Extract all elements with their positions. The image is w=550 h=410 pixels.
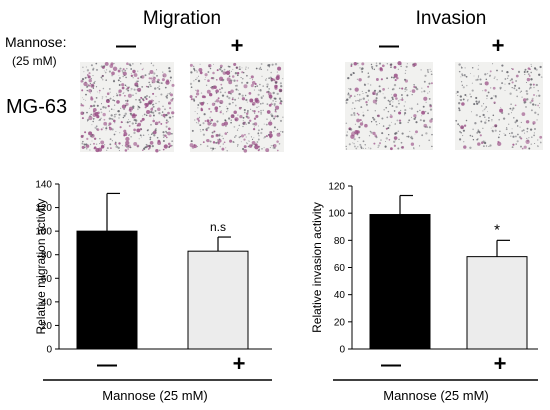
cell-line-label: MG-63	[6, 96, 67, 118]
invasion-bar-control	[369, 214, 431, 350]
migration-control-sign: —	[116, 35, 136, 57]
migration-x-category-label: —	[97, 354, 117, 376]
migration-y-tick-label: 60	[41, 274, 53, 285]
invasion-control-micrograph	[345, 61, 434, 151]
micrograph-panels	[80, 61, 543, 153]
treatment-label: Mannose:	[5, 34, 66, 50]
migration-y-tick-label: 80	[41, 250, 53, 261]
invasion-x-axis-label: Mannose (25 mM)	[383, 388, 488, 403]
migration-y-axis-label: Relative migration activity	[34, 198, 48, 334]
invasion-mannose-sign: +	[492, 33, 505, 58]
invasion-y-tick-label: 80	[334, 236, 346, 247]
migration-mannose-micrograph	[189, 62, 284, 153]
migration-control-micrograph	[80, 61, 175, 153]
migration-y-tick-label: 140	[35, 180, 52, 191]
bar-charts: 0 20 40 60 80 100 120 140 Relative migration act…	[34, 180, 538, 403]
migration-y-tick-label: 120	[35, 203, 52, 214]
invasion-x-category-label: +	[494, 351, 507, 376]
migration-significance-label: n.s	[210, 220, 226, 234]
invasion-y-tick-label: 60	[334, 263, 346, 274]
invasion-y-axis-label: Relative invasion activity	[310, 202, 324, 333]
invasion-mannose-micrograph	[455, 62, 543, 150]
invasion-significance-label: *	[494, 221, 500, 238]
invasion-y-tick-label: 40	[334, 290, 346, 301]
migration-x-category-label: +	[233, 351, 246, 376]
migration-x-axis-label: Mannose (25 mM)	[102, 388, 207, 403]
migration-chart: 0 20 40 60 80 100 120 140 Relative migration act…	[34, 180, 272, 403]
invasion-x-category-label: —	[381, 354, 401, 376]
invasion-bar-mannose	[466, 256, 528, 350]
invasion-title: Invasion	[416, 8, 487, 29]
invasion-control-sign: —	[379, 35, 399, 57]
migration-bar-control	[76, 230, 138, 350]
invasion-y-tick-label: 20	[334, 317, 346, 328]
invasion-y-tick-label: 100	[328, 209, 345, 220]
invasion-y-tick-label: 120	[328, 182, 345, 193]
migration-bar-mannose	[187, 250, 249, 350]
migration-y-tick-label: 20	[41, 321, 53, 332]
migration-y-tick-label: 0	[46, 345, 52, 356]
migration-y-tick-label: 40	[41, 297, 53, 308]
invasion-chart: 0 20 40 60 80 100 120 Relative invasion activit…	[310, 182, 538, 403]
migration-mannose-sign: +	[231, 33, 244, 58]
treatment-concentration-label: (25 mM)	[12, 54, 57, 68]
invasion-y-tick-label: 0	[339, 345, 345, 356]
migration-y-tick-label: 100	[35, 227, 52, 238]
migration-title: Migration	[143, 8, 221, 29]
